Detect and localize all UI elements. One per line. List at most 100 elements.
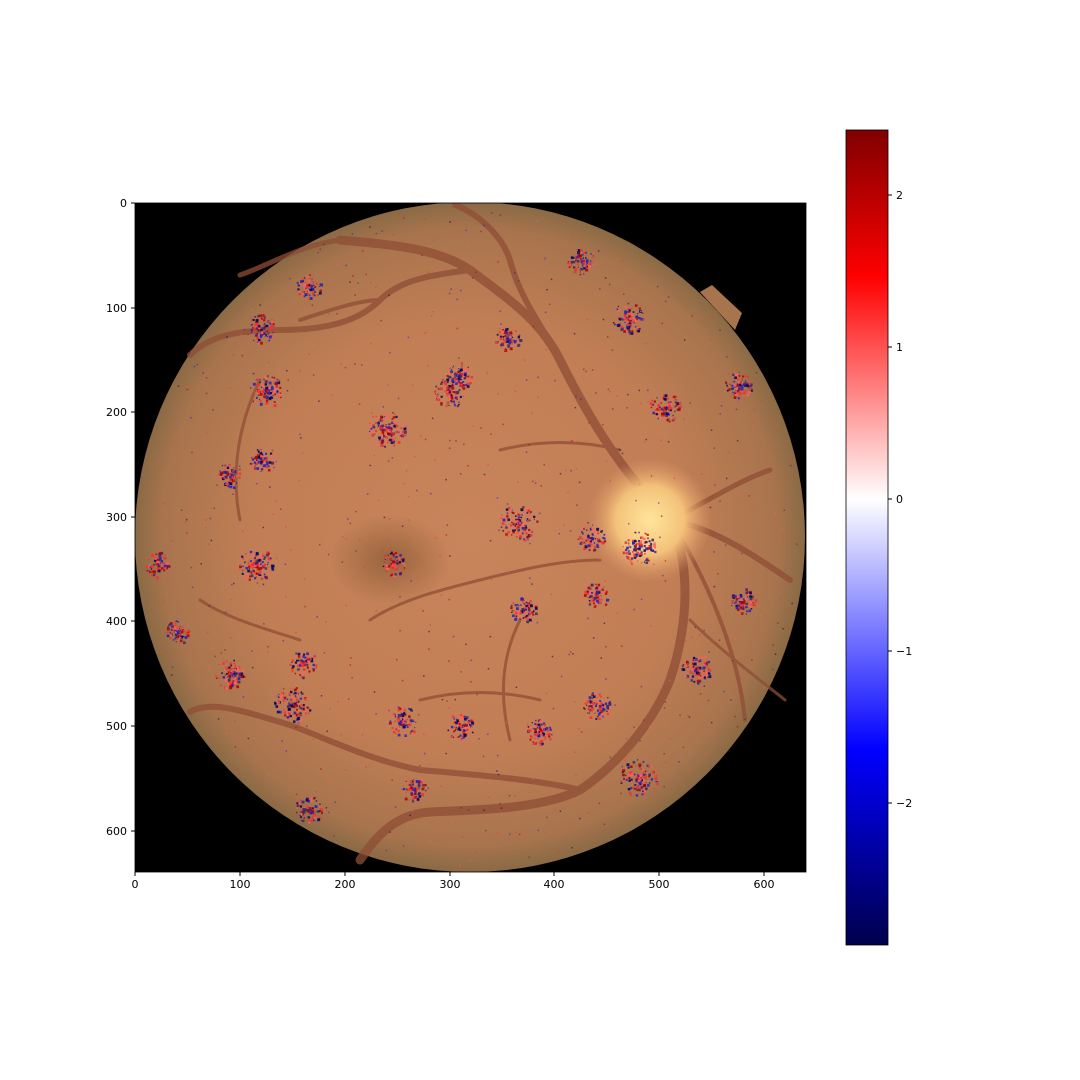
speckle bbox=[263, 316, 266, 319]
speckle bbox=[544, 736, 547, 739]
speckle bbox=[419, 793, 422, 796]
speckle bbox=[552, 707, 555, 710]
speckle bbox=[267, 404, 269, 406]
speckle bbox=[589, 601, 592, 603]
speckle bbox=[151, 553, 155, 557]
speckle bbox=[585, 370, 587, 373]
speckle bbox=[396, 560, 398, 562]
speckle bbox=[620, 781, 623, 784]
speckle bbox=[698, 676, 701, 679]
speckle bbox=[264, 466, 267, 470]
speckle bbox=[260, 317, 263, 320]
speckle bbox=[229, 387, 231, 389]
speckle bbox=[507, 518, 510, 521]
speckle bbox=[534, 679, 536, 682]
speckle bbox=[513, 526, 516, 528]
speckle bbox=[616, 324, 619, 327]
speckle bbox=[416, 798, 420, 801]
speckle bbox=[355, 550, 357, 552]
speckle bbox=[642, 318, 645, 321]
speckle bbox=[519, 522, 522, 525]
speckle bbox=[269, 322, 272, 325]
speckle bbox=[311, 281, 315, 284]
speckle bbox=[672, 419, 674, 421]
speckle bbox=[635, 316, 637, 318]
speckle bbox=[689, 670, 693, 674]
speckle bbox=[450, 370, 453, 374]
x-tick: 100 bbox=[230, 872, 251, 891]
speckle bbox=[302, 664, 305, 667]
speckle bbox=[691, 315, 694, 317]
speckle bbox=[638, 553, 640, 555]
speckle bbox=[215, 675, 218, 678]
speckle bbox=[570, 260, 574, 264]
speckle bbox=[445, 752, 448, 755]
speckle bbox=[452, 367, 454, 369]
speckle bbox=[604, 580, 606, 582]
speckle bbox=[608, 710, 611, 714]
speckle bbox=[266, 563, 269, 566]
speckle bbox=[548, 735, 551, 738]
speckle bbox=[260, 457, 263, 460]
speckle bbox=[560, 675, 563, 678]
speckle bbox=[630, 794, 633, 797]
speckle bbox=[396, 721, 399, 723]
speckle bbox=[261, 565, 264, 567]
speckle bbox=[409, 719, 413, 722]
speckle bbox=[529, 600, 532, 603]
speckle bbox=[319, 248, 322, 251]
speckle bbox=[698, 634, 701, 636]
speckle bbox=[458, 401, 460, 403]
speckle bbox=[602, 536, 605, 539]
speckle bbox=[260, 331, 264, 335]
speckle bbox=[668, 408, 671, 410]
speckle bbox=[534, 723, 537, 726]
speckle bbox=[455, 721, 458, 725]
speckle bbox=[145, 565, 149, 569]
speckle bbox=[572, 653, 574, 655]
speckle bbox=[410, 792, 413, 795]
speckle bbox=[261, 384, 265, 388]
speckle bbox=[392, 421, 396, 424]
speckle bbox=[638, 781, 642, 785]
speckle bbox=[152, 570, 156, 574]
speckle bbox=[273, 596, 275, 598]
speckle bbox=[649, 405, 651, 407]
speckle bbox=[604, 592, 608, 595]
speckle bbox=[535, 719, 537, 722]
y-tick: 400 bbox=[106, 615, 135, 628]
speckle bbox=[754, 599, 758, 603]
speckle bbox=[277, 701, 280, 704]
speckle bbox=[703, 662, 706, 665]
speckle bbox=[395, 415, 398, 418]
speckle bbox=[540, 485, 542, 487]
speckle bbox=[776, 430, 779, 432]
speckle bbox=[259, 458, 262, 461]
speckle bbox=[677, 407, 681, 411]
speckle bbox=[391, 457, 394, 459]
speckle bbox=[458, 403, 460, 406]
speckle bbox=[534, 742, 537, 745]
speckle bbox=[238, 672, 241, 675]
speckle bbox=[591, 254, 595, 258]
speckle bbox=[226, 472, 228, 474]
speckle bbox=[393, 444, 396, 447]
speckle bbox=[663, 412, 667, 416]
speckle bbox=[595, 588, 598, 590]
speckle bbox=[146, 569, 149, 572]
speckle bbox=[602, 318, 605, 321]
attribution-cluster bbox=[215, 659, 246, 690]
speckle bbox=[636, 318, 639, 321]
speckle bbox=[261, 390, 265, 394]
speckle bbox=[707, 699, 710, 702]
speckle bbox=[760, 399, 762, 402]
speckle bbox=[295, 687, 298, 690]
speckle bbox=[617, 305, 619, 308]
speckle bbox=[450, 399, 452, 402]
speckle bbox=[388, 294, 390, 297]
speckle bbox=[254, 554, 256, 556]
speckle bbox=[540, 729, 544, 733]
speckle bbox=[643, 770, 645, 772]
speckle bbox=[361, 364, 363, 366]
speckle bbox=[632, 761, 636, 764]
